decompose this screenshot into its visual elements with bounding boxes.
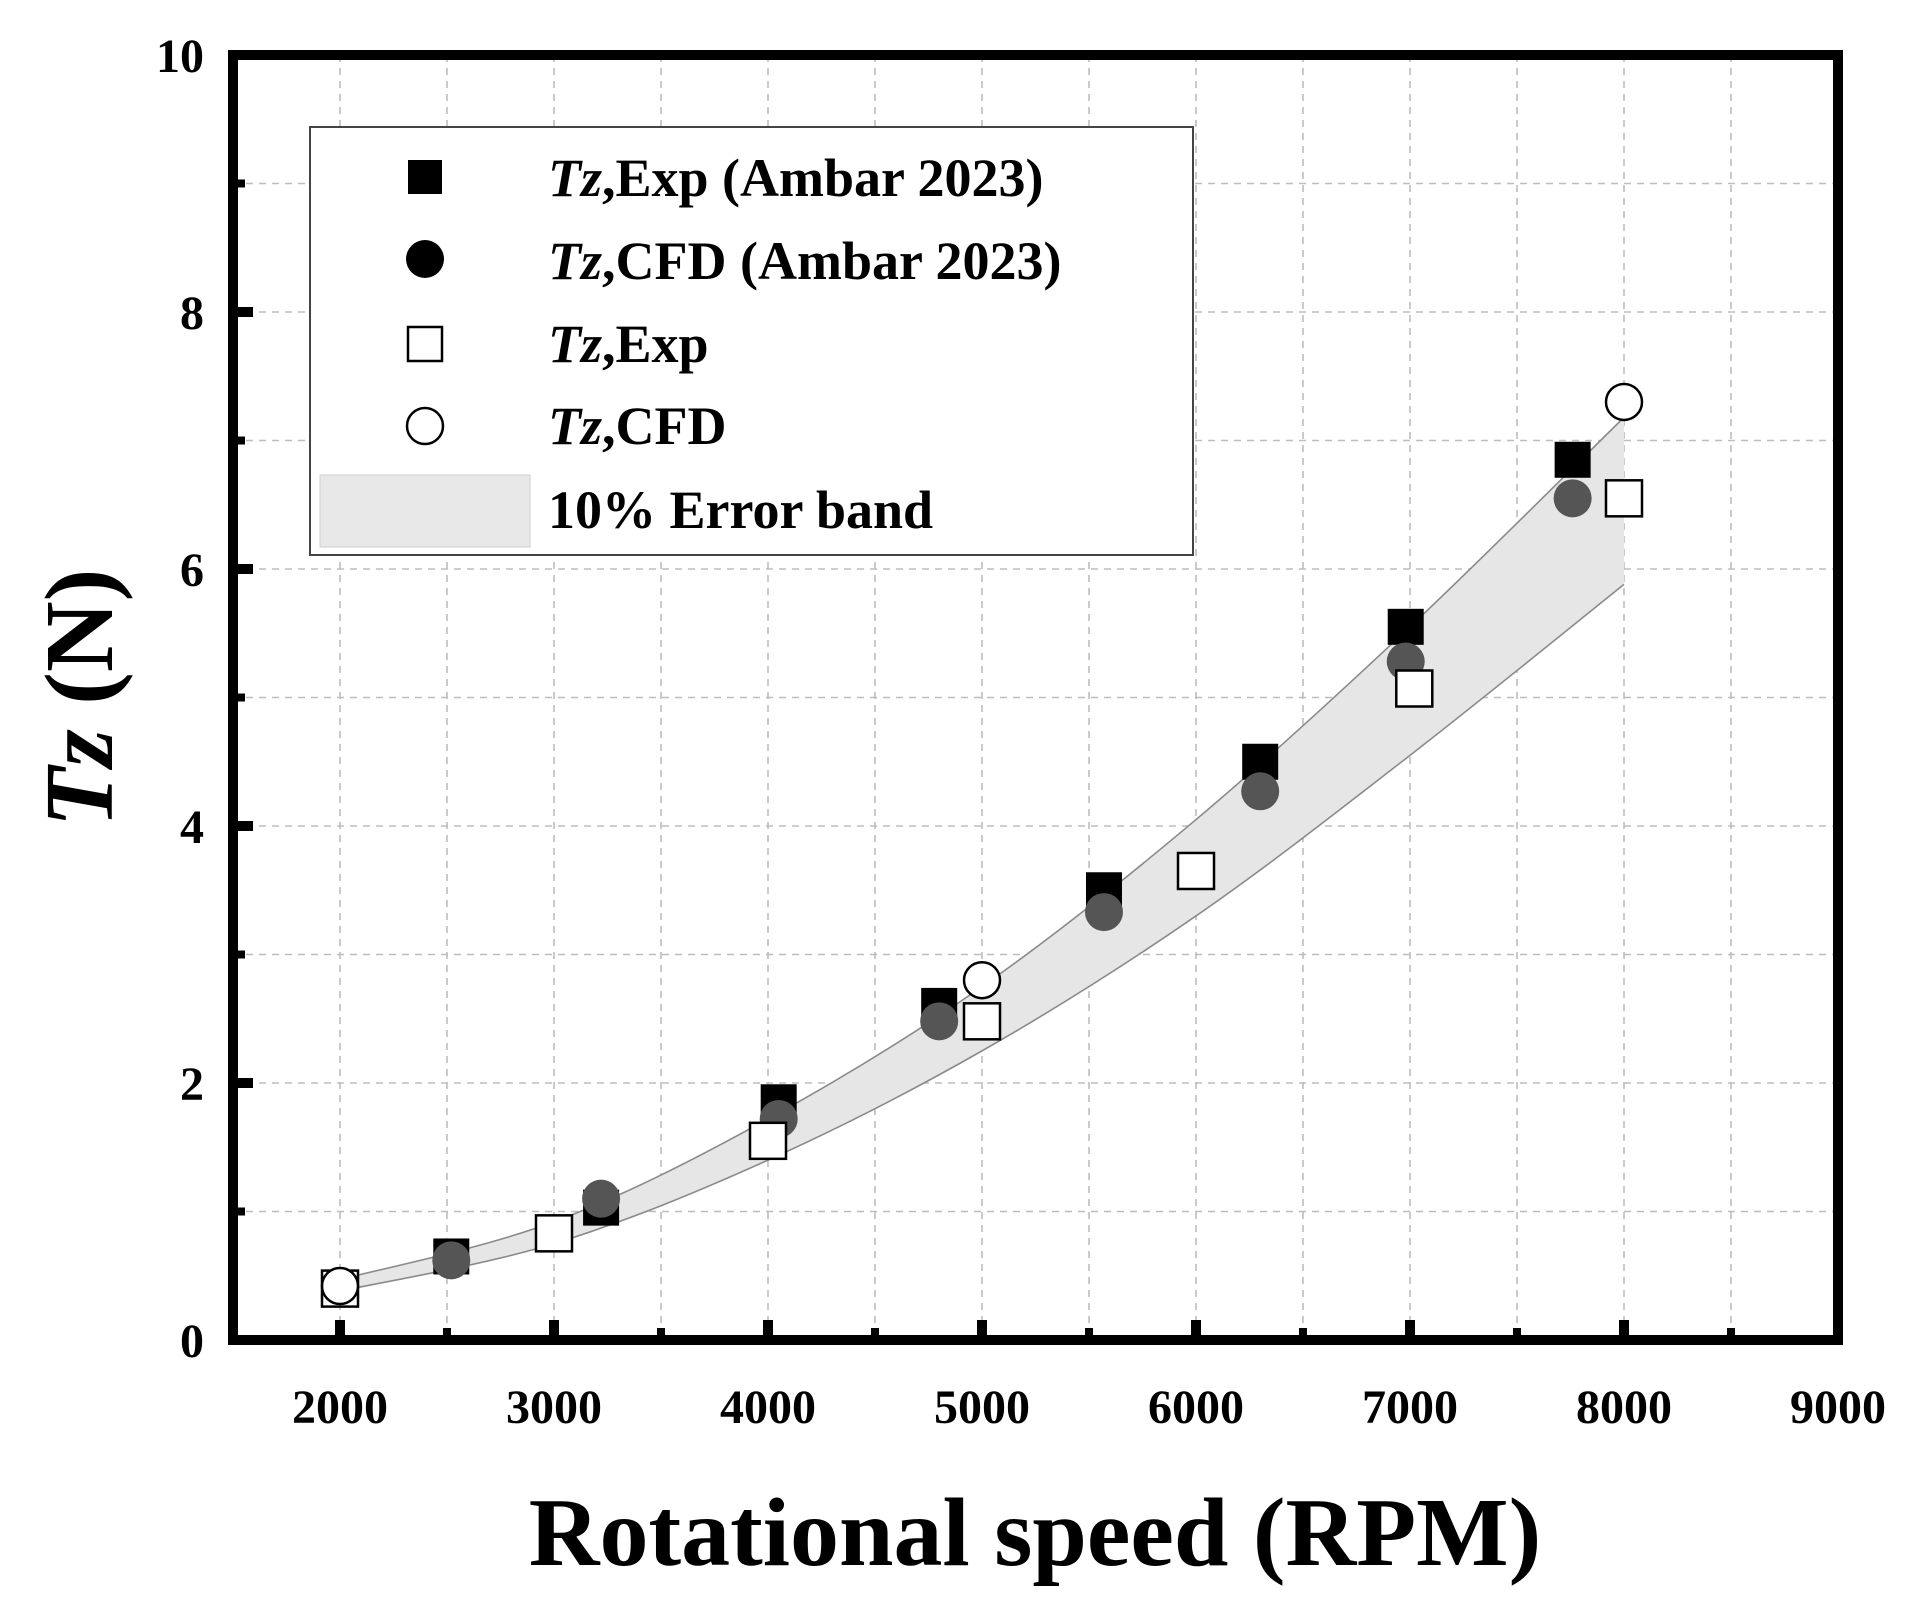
- x-tick-label: 8000: [1576, 1381, 1672, 1434]
- x-axis-title: Rotational speed (RPM): [529, 1479, 1542, 1587]
- y-tick-labels: 0 2 4 6 8 10: [156, 30, 204, 1368]
- x-tick-label: 7000: [1362, 1381, 1458, 1434]
- legend-marker-cfd: [405, 406, 445, 446]
- legend-label-exp-rest: ,Exp: [602, 314, 709, 374]
- legend-marker-exp: [406, 325, 444, 363]
- point-exp-ambar: [1554, 441, 1591, 478]
- legend-label-cfd-italic: Tz: [548, 396, 602, 456]
- data-points: [320, 382, 1644, 1308]
- legend-label-exp-italic: Tz: [548, 314, 602, 374]
- legend-label-error-band: 10% Error band: [548, 480, 933, 540]
- legend-label-cfd: Tz,CFD: [548, 396, 726, 456]
- legend-label-cfd-ambar: Tz,CFD (Ambar 2023): [548, 231, 1061, 291]
- point-exp-ambar: [1387, 608, 1424, 645]
- y-axis-title-unit: (N): [26, 569, 134, 730]
- y-axis-title-italic: Tz: [26, 729, 134, 827]
- y-tick-label: 4: [180, 801, 204, 854]
- point-exp: [534, 1214, 574, 1253]
- point-exp: [1176, 851, 1216, 891]
- legend-label-cfd-rest: ,CFD: [602, 396, 726, 456]
- x-tick-label: 9000: [1790, 1381, 1886, 1434]
- y-tick-label: 10: [156, 30, 204, 83]
- x-tick-label: 2000: [292, 1381, 388, 1434]
- point-exp: [748, 1121, 788, 1161]
- y-tick-label: 2: [180, 1058, 204, 1111]
- point-cfd-ambar: [920, 1002, 959, 1041]
- legend-label-exp-ambar-italic: Tz: [548, 148, 602, 208]
- point-cfd: [962, 960, 1002, 1000]
- x-tick-label: 4000: [720, 1381, 816, 1434]
- y-tick-label: 0: [180, 1315, 204, 1368]
- legend-marker-error-band: [319, 474, 531, 548]
- x-tick-label: 3000: [506, 1381, 602, 1434]
- x-tick-labels: 2000 3000 4000 5000 6000 7000 8000 9000: [292, 1381, 1886, 1434]
- x-tick-label: 5000: [934, 1381, 1030, 1434]
- y-axis-title: Tz (N): [26, 569, 134, 828]
- point-cfd-ambar: [1553, 479, 1592, 518]
- legend: Tz,Exp (Ambar 2023) Tz,CFD (Ambar 2023) …: [309, 126, 1194, 556]
- legend-label-exp-ambar-rest: ,Exp (Ambar 2023): [602, 148, 1044, 208]
- point-cfd-ambar: [582, 1179, 621, 1218]
- point-cfd: [320, 1266, 360, 1306]
- y-tick-label: 8: [180, 287, 204, 340]
- legend-label-cfd-ambar-rest: ,CFD (Ambar 2023): [602, 231, 1061, 291]
- legend-label-exp-ambar: Tz,Exp (Ambar 2023): [548, 148, 1044, 208]
- x-tick-label: 6000: [1148, 1381, 1244, 1434]
- point-cfd-ambar: [1084, 893, 1123, 932]
- point-cfd: [1604, 382, 1644, 422]
- point-cfd-ambar: [1241, 772, 1280, 811]
- point-exp: [1395, 669, 1434, 708]
- point-exp: [962, 1002, 1002, 1041]
- plot-frame: [228, 50, 1843, 1345]
- legend-marker-exp-ambar: [408, 160, 442, 194]
- legend-label-exp: Tz,Exp: [548, 314, 709, 374]
- legend-label-cfd-ambar-italic: Tz: [548, 231, 602, 291]
- point-cfd-ambar: [432, 1241, 471, 1280]
- y-tick-label: 6: [180, 544, 204, 597]
- point-exp: [1604, 479, 1644, 518]
- legend-marker-cfd-ambar: [406, 240, 444, 278]
